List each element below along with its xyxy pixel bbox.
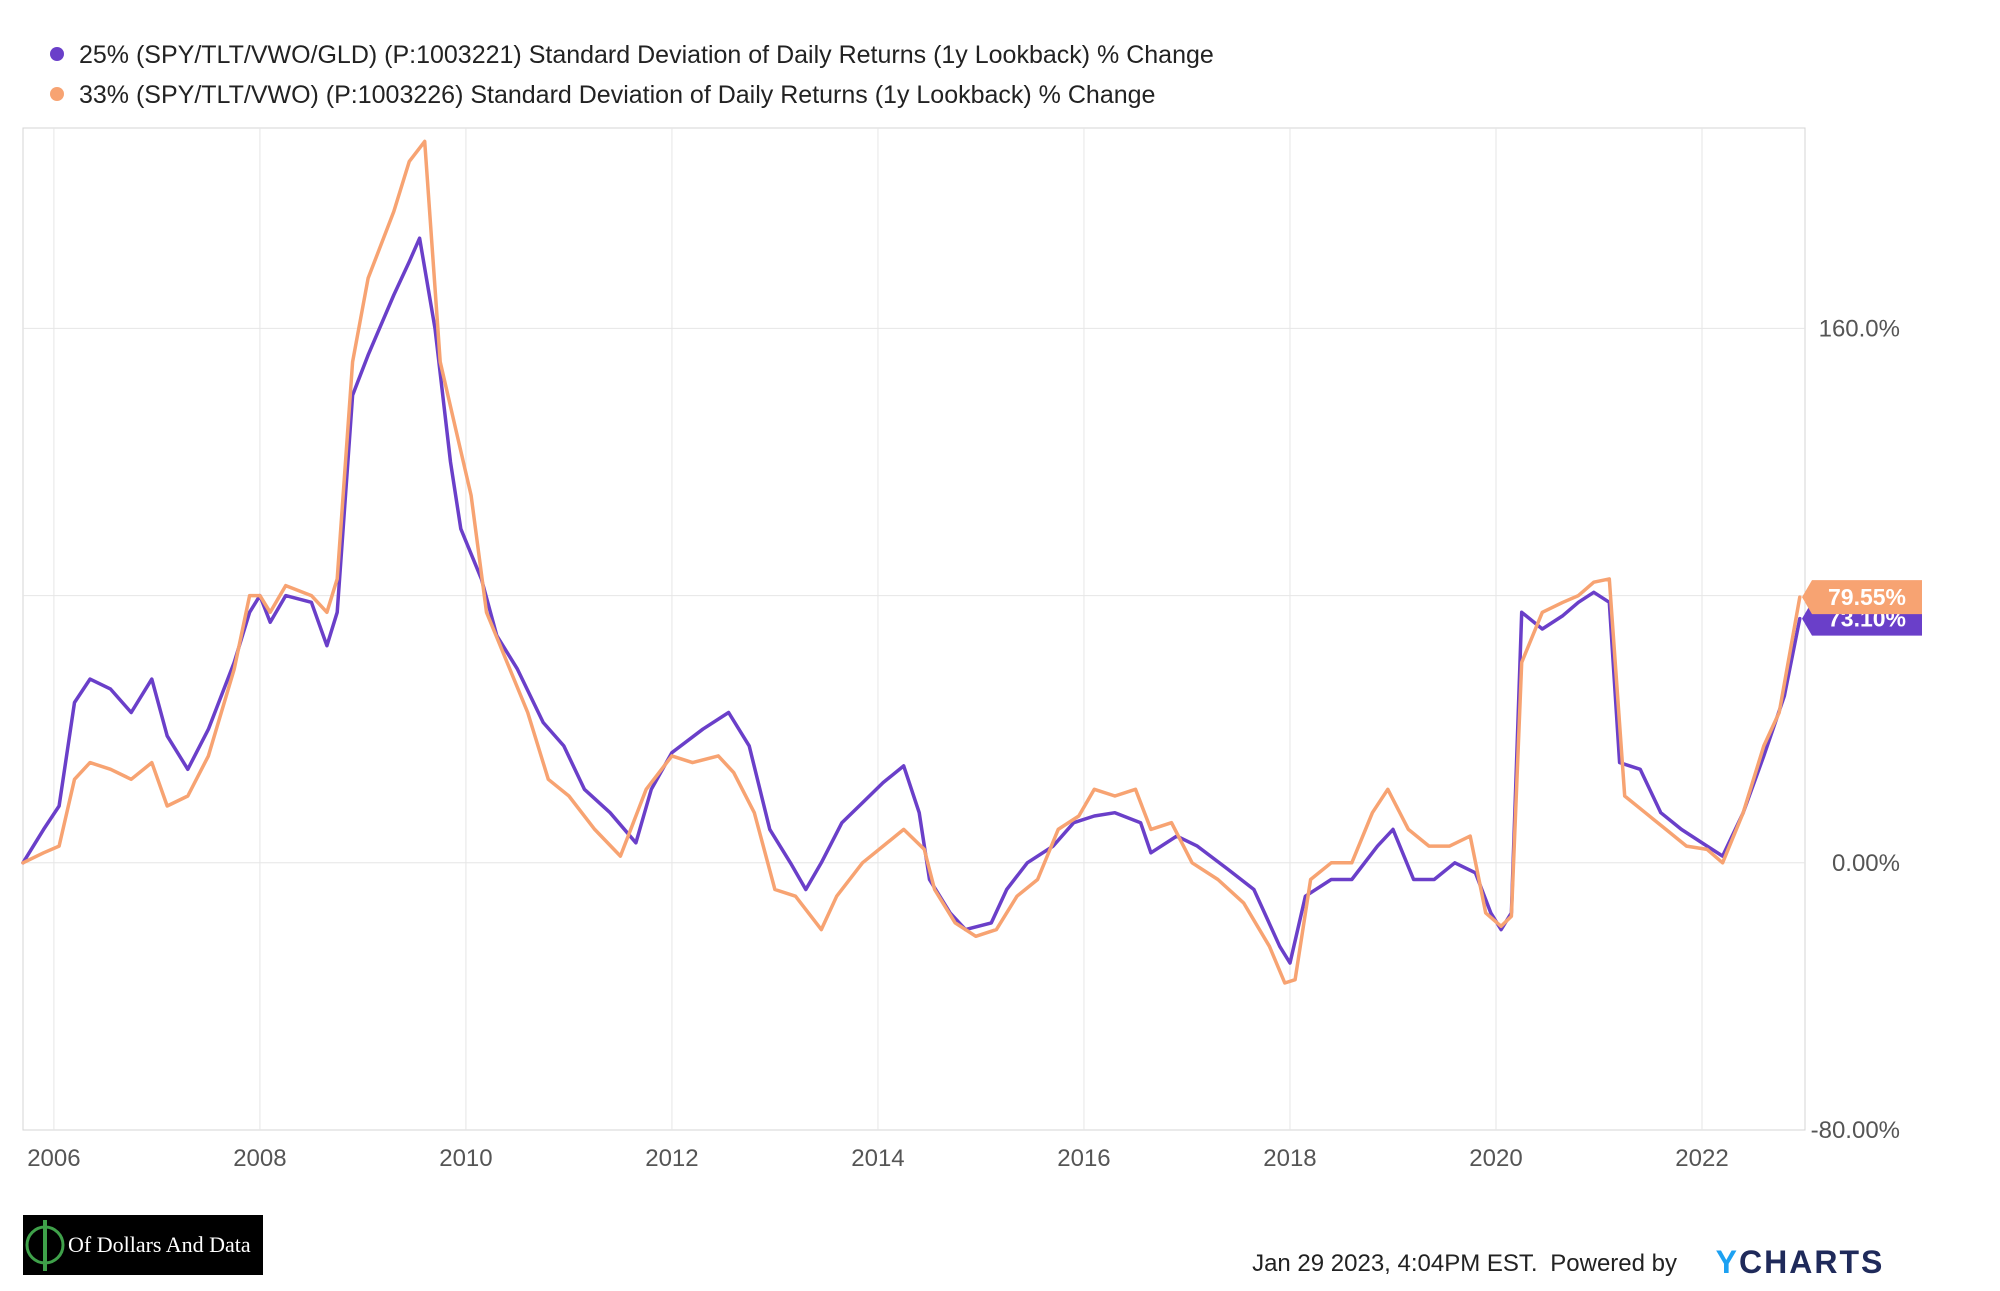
legend-marker-series-2 <box>50 87 64 101</box>
ycharts-y: Y <box>1716 1244 1739 1280</box>
footer-timestamp: Jan 29 2023, 4:04PM EST. Powered by <box>1252 1250 1677 1277</box>
x-tick-label: 2006 <box>27 1145 80 1172</box>
grid <box>23 128 1805 1130</box>
end-value-badge-2: 79.55% <box>1802 580 1922 615</box>
timestamp-text: Jan 29 2023, 4:04PM EST. <box>1252 1250 1538 1277</box>
x-tick-label: 2014 <box>851 1145 904 1172</box>
series-line-1 <box>21 236 1802 965</box>
series-line-2 <box>21 139 1802 985</box>
y-tick-label: -80.00% <box>1811 1117 1900 1144</box>
x-axis: 2006 2008 2010 2012 2014 2016 2018 2020 2022 <box>27 1145 1728 1172</box>
legend: 25% (SPY/TLT/VWO/GLD) (P:1003221) Standa… <box>50 41 1214 109</box>
x-tick-label: 2018 <box>1263 1145 1316 1172</box>
legend-label-series-2: 33% (SPY/TLT/VWO) (P:1003226) Standard D… <box>79 81 1155 109</box>
x-tick-label: 2016 <box>1057 1145 1110 1172</box>
ofdollarsanddata-logo: Of Dollars And Data <box>23 1215 263 1275</box>
logo-text: Of Dollars And Data <box>68 1232 251 1257</box>
end-value-badges: 73.10%79.55% <box>1802 580 1922 636</box>
powered-by-text: Powered by <box>1550 1250 1677 1277</box>
plot-area <box>22 127 1806 1131</box>
y-axis: 160.0%80.00%0.00%-80.00% <box>1811 315 1900 1144</box>
series-lines <box>21 139 1802 985</box>
x-tick-label: 2020 <box>1469 1145 1522 1172</box>
x-tick-label: 2022 <box>1675 1145 1728 1172</box>
x-tick-label: 2010 <box>439 1145 492 1172</box>
legend-label-series-1: 25% (SPY/TLT/VWO/GLD) (P:1003221) Standa… <box>79 41 1214 69</box>
y-tick-label: 0.00% <box>1832 850 1900 877</box>
y-tick-label: 160.0% <box>1819 315 1900 342</box>
footer: Jan 29 2023, 4:04PM EST. Powered by YCHA… <box>1252 1244 1885 1280</box>
end-value-label: 79.55% <box>1828 584 1906 610</box>
ycharts-rest: CHARTS <box>1739 1244 1884 1280</box>
x-tick-label: 2012 <box>645 1145 698 1172</box>
ycharts-logo: YCHARTS <box>1716 1244 1885 1280</box>
legend-marker-series-1 <box>50 47 64 61</box>
x-tick-label: 2008 <box>233 1145 286 1172</box>
